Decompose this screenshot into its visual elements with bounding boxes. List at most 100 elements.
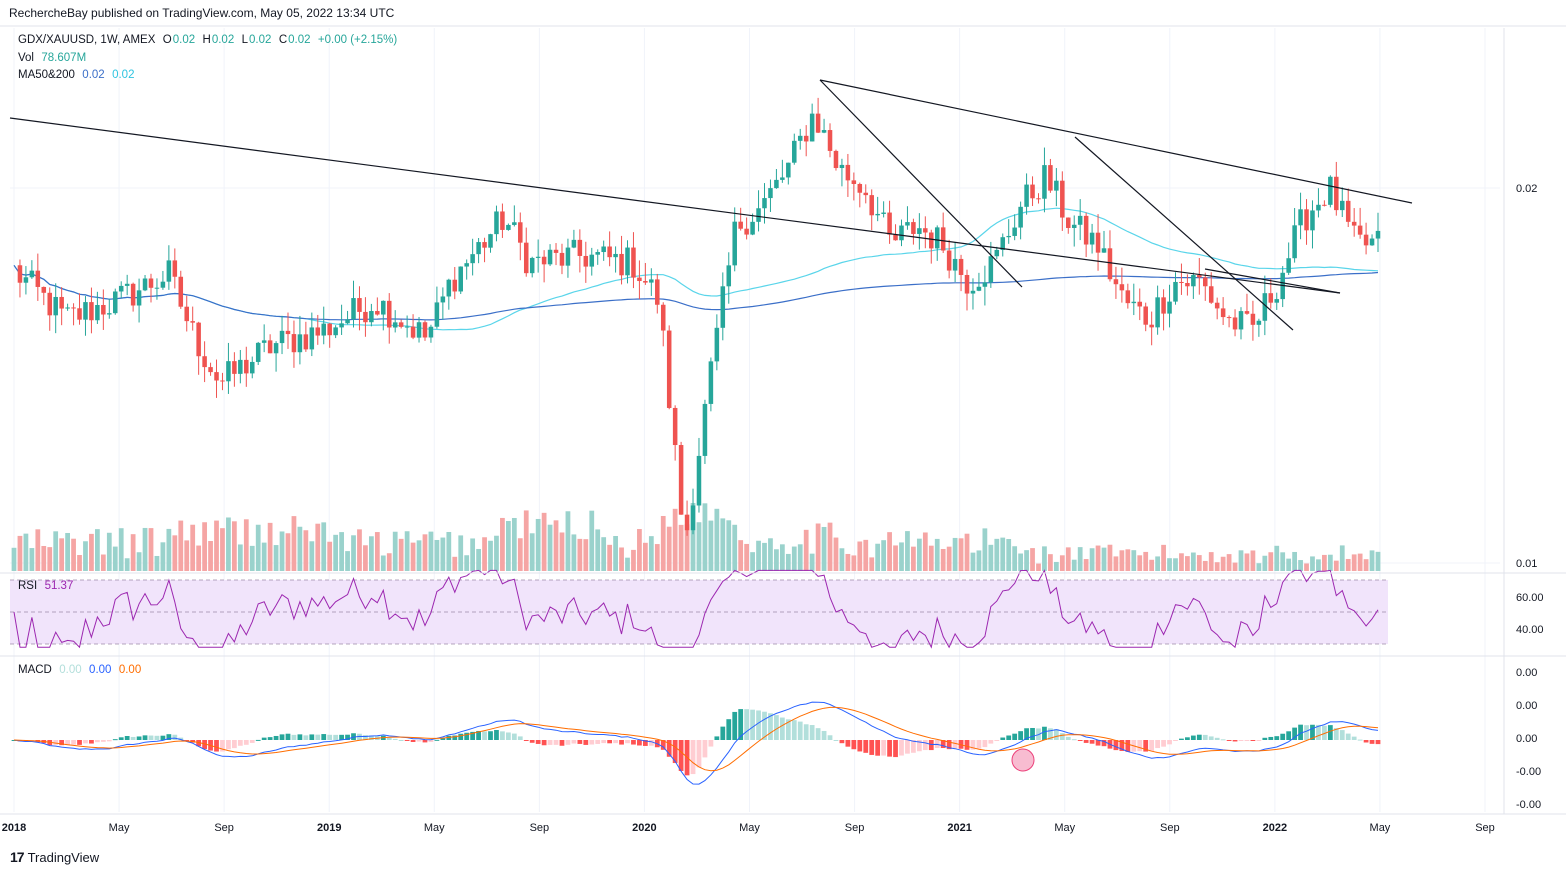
macd-hist-bar	[154, 735, 160, 740]
candle-body	[601, 246, 606, 253]
macd-hist-bar	[1071, 739, 1077, 741]
candle-body	[923, 228, 928, 233]
macd-hist-bar	[166, 734, 172, 740]
macd-axis-label: 0.00	[1516, 667, 1537, 679]
volume-bar	[71, 538, 76, 571]
macd-hist-bar	[976, 740, 982, 749]
volume-bar	[100, 554, 106, 571]
candle-body	[452, 279, 458, 292]
volume-bar	[803, 529, 809, 571]
volume-bar	[1036, 563, 1041, 571]
macd-hist-bar	[541, 740, 547, 746]
macd-hist-bar	[345, 734, 350, 740]
macd-hist-bar	[1053, 729, 1059, 740]
volume-bar	[291, 516, 297, 571]
macd-hist-bar	[428, 740, 434, 743]
volume-bar	[559, 532, 565, 571]
volume-bar	[607, 544, 613, 571]
volume-bar	[827, 522, 833, 571]
candle-body	[29, 270, 35, 278]
candle-body	[815, 113, 821, 133]
candle-body	[261, 340, 267, 343]
close-value: 0.02	[288, 34, 311, 46]
volume-bar	[970, 552, 976, 571]
candle-body	[863, 192, 869, 196]
volume-bar	[488, 540, 493, 571]
volume-bar	[881, 540, 887, 571]
candle-body	[1328, 176, 1333, 205]
candle-body	[1006, 235, 1011, 238]
candle-body	[1268, 293, 1274, 303]
macd-hist-bar	[386, 737, 392, 740]
volume-bar	[523, 510, 529, 571]
volume-bar	[589, 510, 595, 571]
macd-hist-bar	[797, 721, 803, 740]
volume-bar	[1339, 545, 1345, 571]
time-axis-label: May	[109, 822, 130, 834]
macd-axis-label: 0.00	[1516, 700, 1537, 712]
candle-body	[440, 296, 446, 303]
volume-bar	[577, 538, 583, 571]
volume-bar	[1095, 545, 1101, 571]
volume-bar	[809, 553, 815, 571]
candle-body	[678, 445, 684, 515]
volume-bar	[851, 555, 857, 571]
volume-bar	[708, 520, 714, 571]
macd-hist-bar	[482, 731, 487, 740]
volume-bar	[1292, 551, 1297, 571]
volume-bar	[357, 529, 362, 571]
macd-hist-bar	[279, 734, 285, 740]
volume-bar	[1119, 550, 1125, 571]
candle-body	[649, 279, 654, 283]
volume-bar	[1345, 558, 1351, 571]
macd-hist-bar	[1173, 740, 1178, 741]
candle-body	[1292, 225, 1297, 259]
macd-hist-bar	[1327, 725, 1333, 740]
candle-body	[1339, 200, 1345, 211]
candle-body	[1322, 204, 1327, 206]
macd-hist-bar	[565, 740, 571, 745]
footer[interactable]: 17 TradingView	[10, 849, 99, 865]
volume-bar	[988, 544, 994, 571]
macd-hist-bar	[363, 735, 368, 740]
volume-bar	[404, 531, 410, 571]
macd-hist-bar	[327, 734, 333, 740]
candle-body	[1030, 184, 1035, 199]
candle-body	[660, 304, 666, 331]
macd-hist-bar	[928, 740, 934, 751]
volume-bar	[696, 522, 702, 571]
macd-hist-bar	[648, 740, 654, 746]
candle-body	[589, 254, 595, 267]
candle-body	[1066, 217, 1071, 228]
volume-bar	[869, 557, 875, 571]
trendline	[819, 79, 1413, 204]
macd-hist-bar	[1220, 739, 1226, 741]
candle-body	[714, 327, 720, 362]
macd-hist-bar	[1298, 724, 1303, 740]
macd-hist-bar	[1280, 733, 1286, 740]
volume-bar	[940, 548, 946, 571]
candle-body	[994, 249, 1000, 257]
volume-bar	[714, 508, 720, 571]
volume-bar	[1048, 554, 1053, 571]
rsi-axis-label: 60.00	[1516, 592, 1544, 604]
volume-bar	[750, 552, 755, 571]
tradingview-logo-icon: 17	[10, 849, 25, 865]
time-axis-label: 2019	[317, 822, 341, 834]
candle-body	[321, 323, 326, 336]
volume-bar	[982, 528, 988, 571]
macd-hist-bar	[315, 734, 321, 740]
volume-bar	[863, 539, 869, 571]
volume-bar	[315, 523, 321, 571]
macd-hist-bar	[1202, 734, 1208, 740]
macd-hist-bar	[1357, 739, 1363, 741]
macd-hist-bar	[1089, 740, 1095, 744]
candle-body	[518, 222, 523, 243]
volume-bar	[363, 545, 368, 571]
candle-body	[101, 304, 106, 315]
ma50-line	[13, 207, 1379, 331]
candle-body	[297, 334, 303, 353]
macd-hist-bar	[553, 740, 559, 745]
macd-hist-bar	[1042, 726, 1047, 740]
